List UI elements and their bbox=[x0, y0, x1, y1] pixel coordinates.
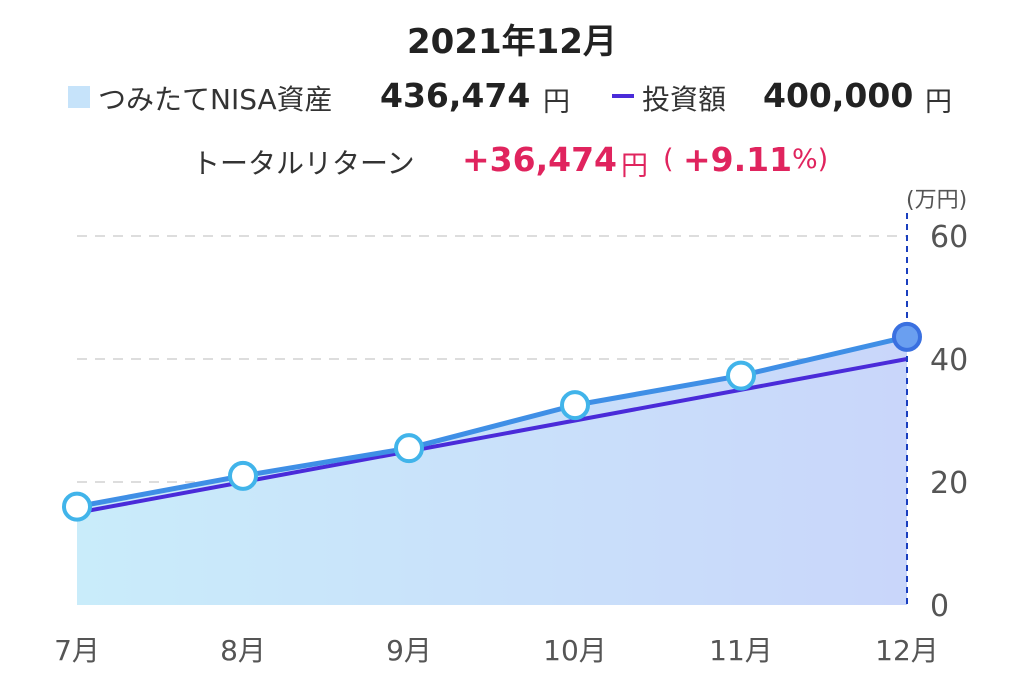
x-tick-label-1: 8月 bbox=[220, 634, 266, 667]
total-return-paren: ( bbox=[663, 144, 674, 175]
invest-legend-value: 400,000 bbox=[763, 76, 914, 115]
series-lines bbox=[76, 334, 908, 515]
total-return-amount: +36,474 bbox=[462, 140, 617, 179]
asset-point-0 bbox=[62, 491, 92, 522]
asset-area-fill bbox=[77, 336, 907, 605]
asset-legend-unit: 円 bbox=[543, 87, 570, 118]
total-return-amount-unit: 円 bbox=[621, 151, 648, 182]
legend: つみたてNISA資産 436,474 円 投資額 400,000 円 bbox=[0, 72, 1024, 122]
asset-point-5 bbox=[892, 321, 922, 352]
invest-line bbox=[76, 357, 908, 515]
invest-legend-label: 投資額 bbox=[642, 83, 727, 116]
total-return-row: トータルリターン +36,474 円 ( +9.11 %) bbox=[0, 138, 1024, 184]
asset-point-4 bbox=[726, 360, 756, 391]
y-tick-label-20: 20 bbox=[930, 466, 968, 501]
x-tick-label-0: 7月 bbox=[54, 634, 100, 667]
total-return-label: トータルリターン bbox=[192, 147, 415, 180]
asset-legend-swatch bbox=[68, 86, 90, 108]
asset-point-2 bbox=[394, 433, 424, 464]
x-tick-label-2: 9月 bbox=[386, 634, 432, 667]
y-tick-label-40: 40 bbox=[930, 343, 968, 378]
total-return-percent: +9.11 bbox=[683, 140, 793, 179]
asset-legend-value: 436,474 bbox=[380, 76, 531, 115]
asset-markers bbox=[62, 321, 922, 522]
y-axis-unit-label: (万円) bbox=[906, 188, 967, 213]
x-tick-label-4: 11月 bbox=[709, 634, 773, 667]
total-return-percent-unit: %) bbox=[792, 144, 829, 175]
invest-legend-unit: 円 bbox=[925, 87, 952, 118]
y-tick-label-0: 0 bbox=[930, 589, 949, 624]
axis-labels: 0 20 40 60 (万円) 7月 8月 9月 10月 11月 12月 bbox=[54, 188, 968, 667]
x-tick-label-3: 10月 bbox=[543, 634, 607, 667]
asset-area bbox=[77, 336, 907, 605]
asset-legend-label: つみたてNISA資産 bbox=[98, 83, 333, 116]
y-tick-label-60: 60 bbox=[930, 220, 968, 255]
invest-legend-line bbox=[612, 94, 634, 98]
page-title: 2021年12月 bbox=[407, 22, 617, 62]
asset-point-1 bbox=[228, 460, 258, 491]
asset-line bbox=[76, 334, 908, 510]
x-tick-label-5: 12月 bbox=[875, 634, 939, 667]
asset-point-3 bbox=[560, 390, 590, 421]
